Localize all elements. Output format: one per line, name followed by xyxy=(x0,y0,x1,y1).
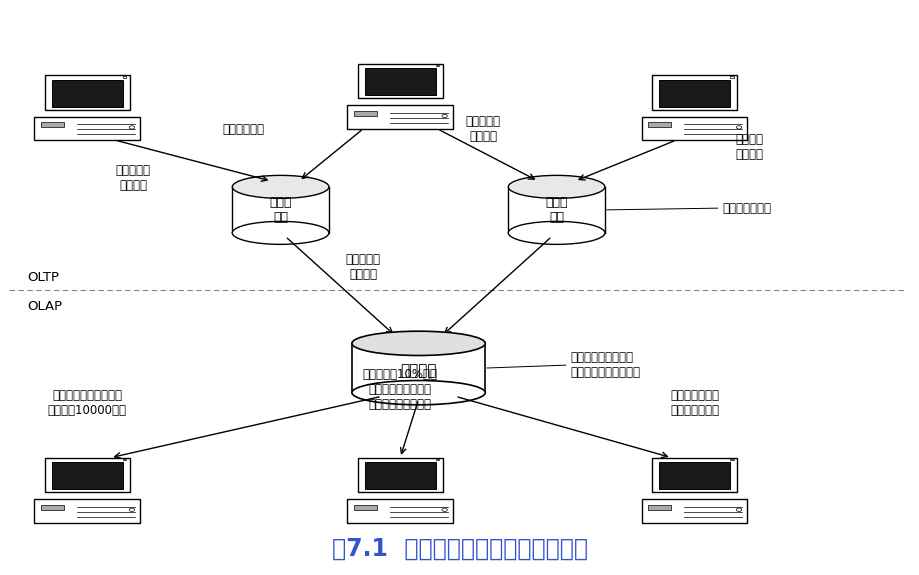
Bar xyxy=(652,75,736,110)
Bar xyxy=(730,458,732,460)
Bar xyxy=(658,462,730,489)
Text: 信息被用于
决策处理: 信息被用于 决策处理 xyxy=(346,254,380,281)
Text: 如果库存以10%速度
下降，那么新的库存
担负的成本是什么？: 如果库存以10%速度 下降，那么新的库存 担负的成本是什么？ xyxy=(362,368,437,411)
Text: 扩大顾客的
信誉范围: 扩大顾客的 信誉范围 xyxy=(465,116,500,143)
Bar xyxy=(51,462,123,489)
Text: 个人信息数据库: 个人信息数据库 xyxy=(721,202,770,214)
Text: 数据库的一种特定形
式，它仅支持决策处理: 数据库的一种特定形 式，它仅支持决策处理 xyxy=(570,351,640,379)
Ellipse shape xyxy=(507,175,605,198)
Bar xyxy=(357,64,442,98)
Bar xyxy=(730,76,732,78)
Text: 顾客数
据库: 顾客数 据库 xyxy=(545,196,567,224)
Ellipse shape xyxy=(507,221,605,244)
Circle shape xyxy=(129,126,134,129)
Bar xyxy=(641,117,746,140)
Text: 增加一条新
的生产线: 增加一条新 的生产线 xyxy=(116,164,151,192)
Circle shape xyxy=(735,508,741,511)
Circle shape xyxy=(441,114,447,117)
Bar xyxy=(353,111,377,116)
Bar xyxy=(35,117,141,140)
Bar xyxy=(641,499,746,523)
Text: 图7.1  联机事务处理与联机分析处理: 图7.1 联机事务处理与联机分析处理 xyxy=(332,536,587,561)
Bar xyxy=(123,458,126,460)
Text: OLTP: OLTP xyxy=(28,271,60,284)
Bar xyxy=(45,75,130,110)
Text: 更该产品单价: 更该产品单价 xyxy=(222,123,265,136)
Ellipse shape xyxy=(352,381,485,405)
Bar xyxy=(652,458,736,492)
Text: 更改顾客
收入水平: 更改顾客 收入水平 xyxy=(735,133,763,160)
Bar xyxy=(123,76,126,78)
Text: 上个月有多少产品的销
售额超过10000美元: 上个月有多少产品的销 售额超过10000美元 xyxy=(48,389,127,417)
Bar xyxy=(436,64,438,66)
Bar xyxy=(347,105,452,129)
Text: 数据仓库: 数据仓库 xyxy=(400,363,437,378)
Ellipse shape xyxy=(233,175,329,198)
Bar xyxy=(364,462,436,489)
Ellipse shape xyxy=(233,221,329,244)
Bar xyxy=(51,80,123,107)
Bar xyxy=(353,505,377,510)
Polygon shape xyxy=(352,343,485,393)
Circle shape xyxy=(735,126,741,129)
Bar xyxy=(35,499,141,523)
Bar xyxy=(364,68,436,95)
Bar xyxy=(347,499,452,523)
Bar xyxy=(647,122,671,128)
Bar xyxy=(40,122,64,128)
Circle shape xyxy=(441,508,447,511)
Ellipse shape xyxy=(352,331,485,355)
Text: 顾客能变向接受
高价位产品吗？: 顾客能变向接受 高价位产品吗？ xyxy=(669,389,719,417)
Circle shape xyxy=(129,508,134,511)
Bar xyxy=(647,505,671,510)
Bar xyxy=(357,458,442,492)
Bar xyxy=(45,458,130,492)
Bar xyxy=(40,505,64,510)
Text: 产品数
据库: 产品数 据库 xyxy=(269,196,291,224)
Bar xyxy=(436,458,438,460)
Polygon shape xyxy=(508,187,605,233)
Text: OLAP: OLAP xyxy=(28,300,62,313)
Polygon shape xyxy=(233,187,329,233)
Bar xyxy=(658,80,730,107)
